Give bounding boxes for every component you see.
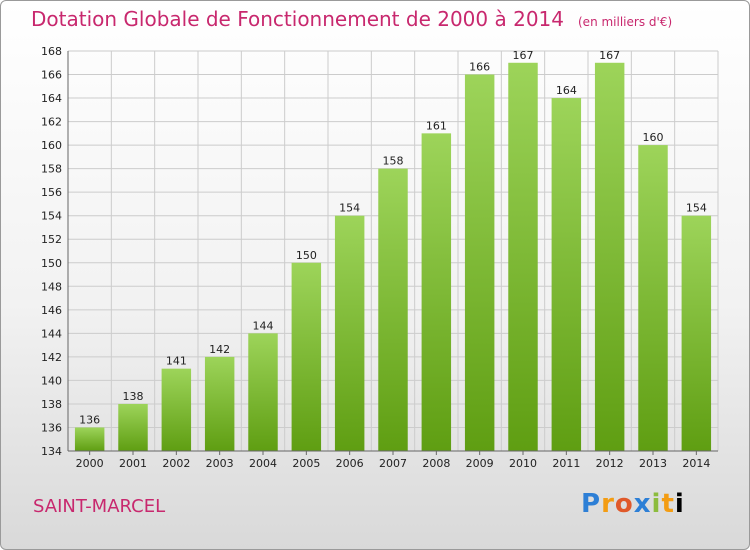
bar-2003 <box>204 356 235 451</box>
logo-letter: r <box>601 489 615 519</box>
bar-2010 <box>508 62 538 451</box>
data-label-2006: 154 <box>339 202 360 215</box>
bar-2014 <box>681 215 712 451</box>
x-tick-label: 2000 <box>76 457 104 470</box>
y-tick-label: 154 <box>41 210 62 223</box>
bar-2009 <box>464 74 495 451</box>
bar-2000 <box>74 427 105 451</box>
x-tick-label: 2011 <box>552 457 580 470</box>
logo-letter: P <box>581 489 602 519</box>
data-label-2014: 154 <box>686 202 707 215</box>
y-tick-label: 136 <box>41 421 62 434</box>
y-tick-label: 164 <box>41 92 62 105</box>
data-label-2005: 150 <box>296 249 317 262</box>
bar-2006 <box>334 215 365 451</box>
data-label-2003: 142 <box>209 343 230 356</box>
x-tick-label: 2006 <box>336 457 364 470</box>
logo-letter: x <box>633 489 652 519</box>
x-tick-label: 2004 <box>249 457 277 470</box>
x-tick-label: 2010 <box>509 457 537 470</box>
y-tick-label: 162 <box>41 116 62 129</box>
x-tick-label: 2007 <box>379 457 407 470</box>
x-tick-label: 2014 <box>682 457 710 470</box>
proxiti-logo: Proxiti <box>581 489 685 519</box>
y-tick-label: 152 <box>41 233 62 246</box>
bar-2004 <box>248 333 278 451</box>
y-tick-label: 160 <box>41 139 62 152</box>
y-tick-label: 168 <box>41 45 62 58</box>
bar-2002 <box>161 368 192 451</box>
chart-unit: (en milliers d'€) <box>578 15 673 29</box>
data-label-2004: 144 <box>253 319 274 332</box>
data-label-2002: 141 <box>166 355 187 368</box>
data-label-2000: 136 <box>79 413 100 426</box>
commune-name: SAINT-MARCEL <box>33 496 166 517</box>
data-label-2007: 158 <box>383 155 404 168</box>
y-tick-label: 166 <box>41 69 62 82</box>
data-label-2001: 138 <box>123 390 144 403</box>
x-tick-label: 2013 <box>639 457 667 470</box>
bar-2013 <box>638 145 668 451</box>
x-tick-label: 2001 <box>119 457 147 470</box>
chart-title: Dotation Globale de Fonctionnement de 20… <box>31 7 672 31</box>
x-tick-label: 2009 <box>466 457 494 470</box>
y-tick-label: 148 <box>41 280 62 293</box>
y-tick-label: 138 <box>41 398 62 411</box>
chart-title-text: Dotation Globale de Fonctionnement de 20… <box>31 7 564 31</box>
y-tick-label: 158 <box>41 163 62 176</box>
y-tick-label: 146 <box>41 304 62 317</box>
x-tick-label: 2002 <box>162 457 190 470</box>
data-label-2009: 166 <box>469 61 490 74</box>
bar-2008 <box>421 133 452 451</box>
x-tick-label: 2008 <box>422 457 450 470</box>
bar-2001 <box>118 403 148 451</box>
x-tick-label: 2005 <box>292 457 320 470</box>
y-tick-label: 134 <box>41 445 62 458</box>
logo-letter: o <box>614 489 634 519</box>
bar-2011 <box>551 98 582 451</box>
y-tick-label: 140 <box>41 374 62 387</box>
bar-2007 <box>378 168 408 451</box>
data-label-2012: 167 <box>599 49 620 62</box>
y-tick-label: 150 <box>41 257 62 270</box>
bar-2005 <box>291 262 322 451</box>
logo-letter: t <box>661 489 675 519</box>
logo-letter: i <box>674 489 685 519</box>
data-label-2011: 164 <box>556 84 577 97</box>
data-label-2013: 160 <box>643 131 664 144</box>
data-label-2010: 167 <box>513 49 534 62</box>
bars-layer: 136 138 141 142 144 150 154 158 161 166 167 164 167 1… <box>74 49 712 451</box>
bar-2012 <box>594 62 625 451</box>
x-tick-label: 2012 <box>596 457 624 470</box>
y-tick-label: 144 <box>41 327 62 340</box>
y-tick-label: 156 <box>41 186 62 199</box>
logo-letter: i <box>651 489 662 519</box>
data-label-2008: 161 <box>426 119 447 132</box>
y-tick-label: 142 <box>41 351 62 364</box>
axis-layer: 1341361381401421441461481501521541561581… <box>41 45 718 470</box>
x-tick-label: 2003 <box>206 457 234 470</box>
